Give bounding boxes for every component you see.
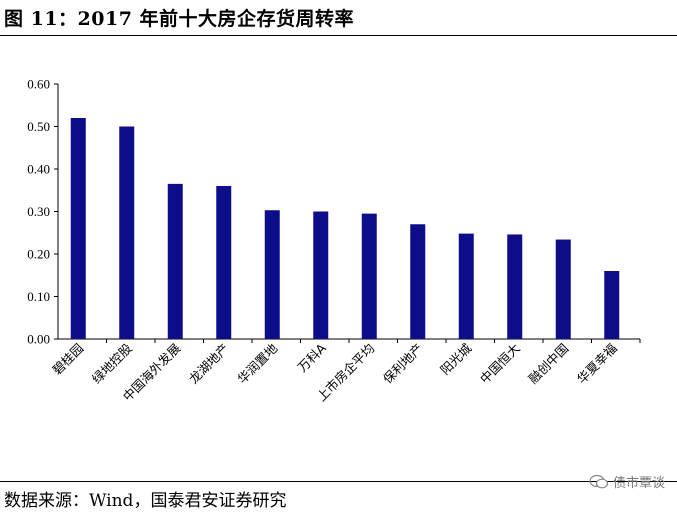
x-tick-label: 绿地控股	[89, 340, 135, 386]
y-axis-ticks: 0.00 0.10 0.20 0.30 0.40 0.50 0.60	[27, 77, 58, 347]
x-tick-label: 中国恒大	[477, 341, 523, 387]
x-tick-label: 华夏幸福	[574, 341, 620, 387]
x-tick-label: 保利地产	[380, 341, 426, 387]
x-tick-label: 融创中国	[525, 341, 571, 387]
y-tick-label: 0.60	[27, 77, 50, 92]
x-tick-label: 华润置地	[234, 340, 280, 386]
source-note: 数据来源：Wind，国泰君安证券研究	[4, 491, 287, 511]
bar	[507, 234, 523, 339]
bar	[458, 233, 474, 339]
x-tick-label: 阳光城	[437, 340, 474, 377]
x-tick-label: 龙湖地产	[186, 341, 232, 387]
watermark-text: 债市覃谈	[612, 476, 665, 491]
bar	[604, 271, 620, 339]
title-rule	[0, 35, 677, 36]
x-tick-label: 万科A	[295, 340, 330, 375]
y-tick-label: 0.10	[27, 289, 50, 304]
y-tick-label: 0.30	[27, 204, 50, 219]
footer-rule	[0, 481, 677, 482]
bar-chart: 0.00 0.10 0.20 0.30 0.40 0.50 0.60 碧桂园 绿地控股中国海外…	[27, 77, 641, 404]
bar	[216, 186, 232, 339]
x-tick-label: 碧桂园	[49, 341, 86, 378]
bar	[167, 183, 183, 339]
y-tick-label: 0.40	[27, 162, 50, 177]
bar	[264, 210, 280, 339]
bar	[555, 239, 571, 339]
bar	[313, 211, 329, 339]
bar	[361, 213, 377, 339]
wechat-icon	[589, 474, 609, 488]
y-tick-label: 0.20	[27, 247, 50, 262]
bar	[119, 126, 135, 339]
y-tick-label: 0.50	[27, 119, 50, 134]
chart-axes	[57, 84, 640, 340]
bar-series	[70, 118, 620, 339]
bar	[410, 224, 426, 339]
figure-title: 图 11：2017 年前十大房企存货周转率	[4, 8, 355, 30]
y-tick-label: 0.00	[27, 332, 50, 347]
bar	[70, 118, 86, 339]
watermark: 债市覃谈	[589, 472, 665, 491]
